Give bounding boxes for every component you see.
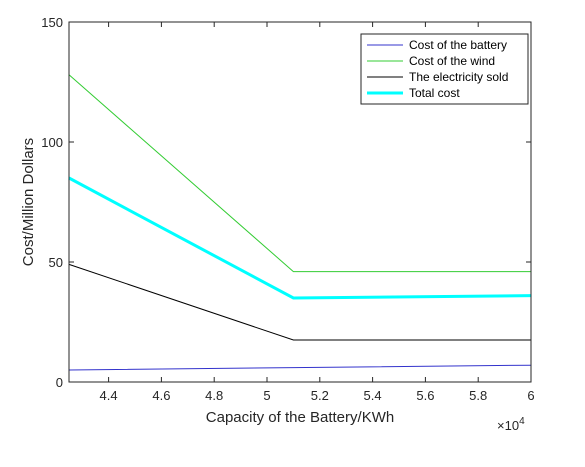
- x-tick-label: 4.6: [152, 388, 170, 403]
- x-tick-label: 5: [263, 388, 270, 403]
- series-layer: [68, 74, 532, 371]
- y-axis-label: Cost/Million Dollars: [20, 138, 37, 266]
- legend: Cost of the battery Cost of the wind The e…: [360, 33, 529, 105]
- x-tick-label: 5.6: [416, 388, 434, 403]
- ticks-layer: 4.4 4.6 4.8 5 5.2 5.4 5.6 5.8 6 0 50 100 150: [41, 15, 534, 403]
- legend-entry-label: Cost of the battery: [409, 38, 507, 52]
- x-axis-exponent: ×104: [497, 416, 525, 433]
- x-tick-label: 5.8: [469, 388, 487, 403]
- series-line: [68, 364, 532, 371]
- plot-area-frame: [68, 21, 532, 383]
- legend-entry-label: Cost of the wind: [409, 54, 495, 68]
- y-tick-label: 50: [49, 255, 63, 270]
- x-tick-label: 6: [527, 388, 534, 403]
- x-axis-label: Capacity of the Battery/KWh: [206, 409, 394, 426]
- y-tick-label: 100: [41, 135, 63, 150]
- y-tick-label: 0: [56, 375, 63, 390]
- series-line: [68, 263, 531, 341]
- x-tick-label: 5.2: [311, 388, 329, 403]
- legend-entry-label: Total cost: [409, 86, 460, 100]
- legend-entry-label: The electricity sold: [409, 70, 508, 84]
- x-axis-exponent-base: ×10: [497, 418, 519, 433]
- y-tick-label: 150: [41, 15, 63, 30]
- x-tick-label: 5.4: [364, 388, 382, 403]
- x-tick-label: 4.8: [205, 388, 223, 403]
- x-tick-label: 4.4: [100, 388, 118, 403]
- series-line: [68, 74, 531, 273]
- series-line: [68, 176, 532, 300]
- x-axis-exponent-power: 4: [519, 416, 525, 427]
